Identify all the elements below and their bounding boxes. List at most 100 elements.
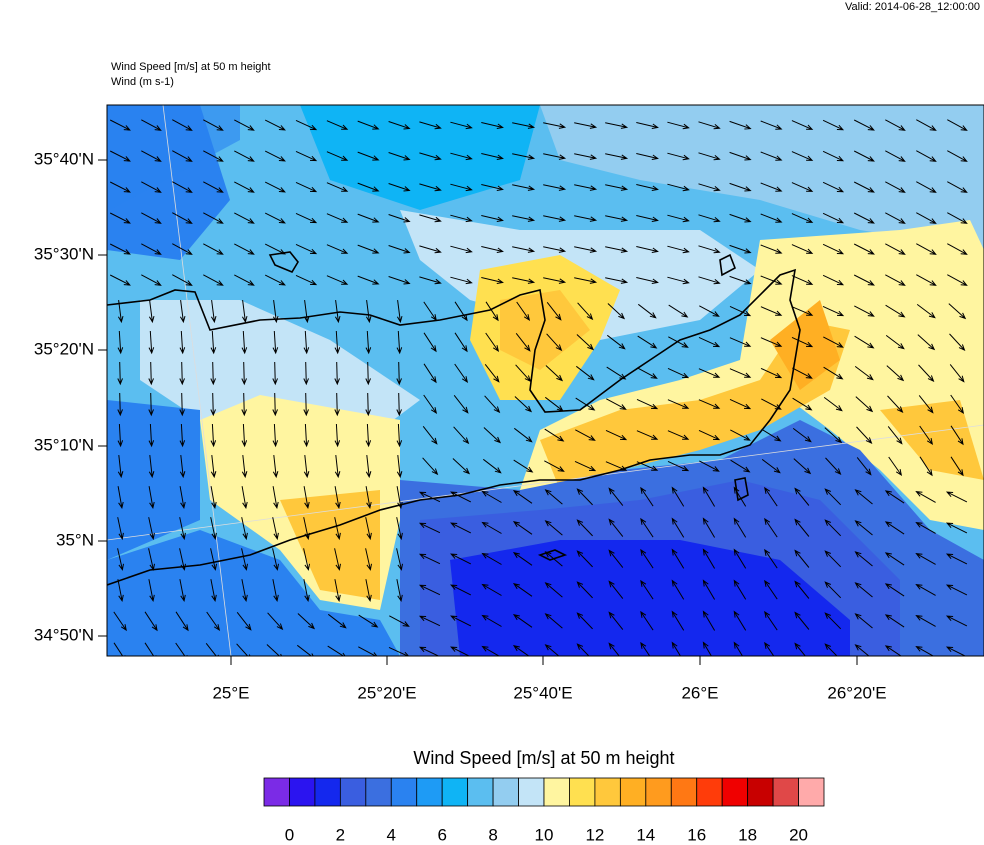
wind-arrow [148, 548, 155, 571]
field-region [280, 490, 380, 600]
wind-arrow [824, 488, 842, 506]
wind-arrow [357, 151, 380, 161]
wind-arrow [422, 425, 438, 445]
colorbar-box [467, 777, 494, 807]
wind-arrow [179, 423, 186, 448]
wind-arrow [606, 334, 626, 350]
wind-arrow [729, 151, 752, 161]
wind-arrow [109, 243, 131, 255]
wind-arrow [729, 337, 752, 347]
wind-arrow [887, 395, 904, 414]
wind-arrow [109, 150, 131, 162]
wind-arrow [357, 120, 380, 130]
wind-arrow [206, 611, 221, 632]
wind-arrow [698, 336, 721, 348]
wind-arrow [915, 614, 936, 627]
wind-arrow [234, 181, 255, 193]
colorbar-box [798, 777, 825, 807]
wind-arrow [919, 425, 934, 446]
wind-arrow [512, 246, 536, 253]
wind-arrow [210, 579, 217, 603]
colorbar-box [492, 777, 519, 807]
colorbar-label: 4 [387, 825, 396, 844]
wind-arrow [855, 396, 874, 413]
wind-arrow [179, 455, 186, 479]
wind-arrow [608, 580, 624, 599]
wind-arrow [272, 330, 279, 355]
colorbar-label: 20 [789, 825, 808, 844]
wind-arrow [945, 615, 968, 627]
wind-arrow [179, 330, 186, 355]
lon-label: 25°E [212, 683, 249, 702]
wind-arrow [853, 181, 875, 193]
wind-arrow [334, 486, 341, 510]
wind-arrow [241, 579, 248, 603]
wind-arrow [884, 521, 905, 535]
wind-arrow [303, 548, 310, 571]
wind-arrow [241, 486, 248, 510]
wind-arrow [544, 396, 564, 412]
colorbar-box [594, 777, 621, 807]
wind-arrow [484, 363, 500, 383]
colorbar-title: Wind Speed [m/s] at 50 m height [413, 748, 674, 768]
wind-arrow [916, 119, 937, 131]
wind-arrow [388, 646, 410, 656]
wind-arrow [544, 489, 563, 505]
wind-arrow [485, 301, 499, 322]
wind-arrow [172, 181, 193, 193]
wind-arrow [241, 423, 248, 448]
field-region [107, 105, 240, 210]
wind-arrow [172, 274, 193, 286]
field-region [520, 220, 984, 530]
wind-arrow [148, 423, 155, 448]
wind-arrow [450, 553, 472, 565]
wind-arrow [733, 517, 747, 538]
wind-arrow [823, 397, 843, 412]
wind-arrow [856, 457, 872, 476]
colorbar-label: 12 [585, 825, 604, 844]
wind-arrow [760, 367, 783, 379]
wind-arrow [423, 363, 437, 384]
wind-arrow [824, 581, 842, 599]
wind-arrow [358, 646, 378, 656]
wind-arrow [637, 335, 658, 349]
wind-arrow [760, 275, 783, 285]
wind-arrow [295, 150, 318, 162]
colorbar-box [365, 777, 392, 807]
wind-arrow [172, 212, 193, 224]
wind-arrow [326, 182, 349, 192]
wind-arrow [823, 336, 844, 348]
wind-arrow [791, 306, 814, 316]
colorbar-box [772, 777, 799, 807]
wind-arrow [172, 243, 193, 255]
wind-arrow [334, 330, 341, 355]
wind-arrow [272, 517, 279, 541]
wind-arrow [667, 367, 690, 379]
wind-arrow [733, 641, 744, 656]
wind-arrow [241, 330, 248, 355]
wind-arrow [357, 182, 380, 192]
colorbar-box [390, 777, 418, 807]
wind-arrow [365, 455, 372, 479]
wind-arrow [916, 181, 937, 193]
valid-time: Valid: 2014-06-28_12:00:00 [845, 1, 980, 13]
wind-arrow [512, 520, 533, 535]
wind-arrow [918, 395, 934, 414]
wind-arrow [117, 548, 124, 571]
wind-arrow [450, 245, 473, 254]
wind-arrow [303, 455, 310, 479]
wind-arrow [179, 361, 185, 386]
wind-arrow [450, 121, 473, 130]
wind-arrow [272, 455, 279, 479]
wind-arrow [264, 274, 286, 286]
wind-arrow [148, 392, 154, 417]
wind-arrow [389, 615, 410, 627]
wind-arrow [640, 610, 654, 631]
wind-arrow [148, 455, 155, 479]
lon-label: 26°E [681, 683, 718, 702]
wind-arrow [574, 153, 598, 160]
island [537, 549, 568, 561]
wind-arrow [791, 336, 814, 348]
wind-arrow [423, 394, 438, 415]
wind-arrow [303, 423, 310, 448]
